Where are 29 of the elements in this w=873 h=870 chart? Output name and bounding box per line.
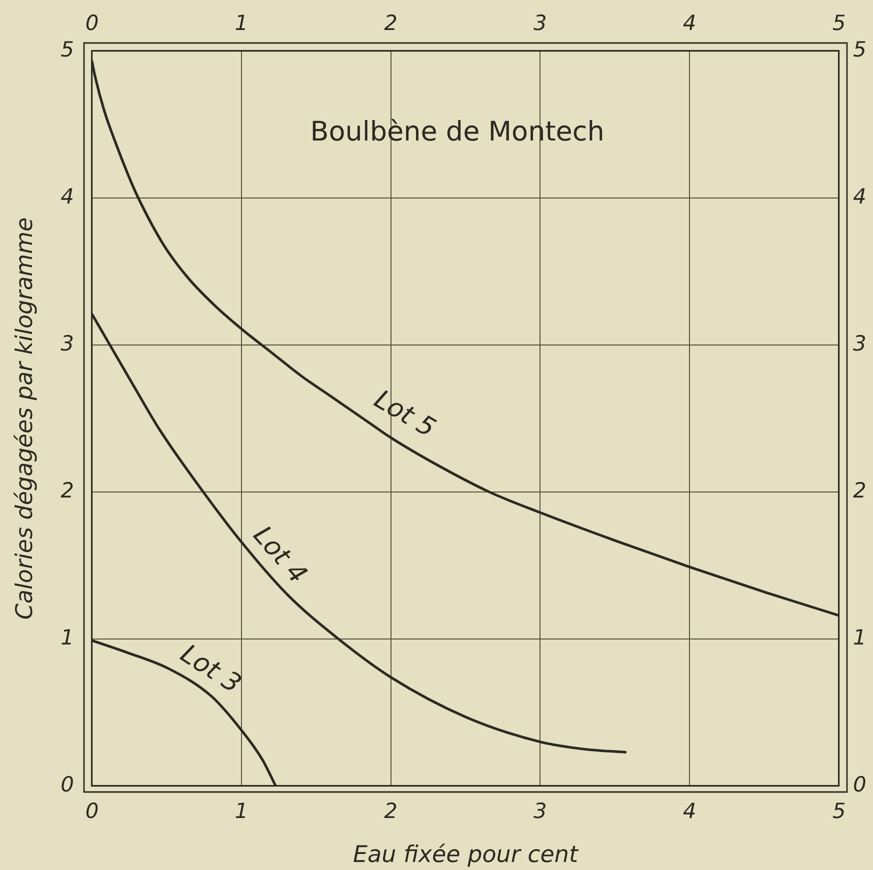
x-tick-label: 4: [682, 799, 696, 824]
text: Lot 3: [174, 638, 246, 700]
y2-tick-label: 3: [853, 331, 866, 356]
y-tick-label: 4: [60, 184, 74, 208]
y2-tick-label: 1: [853, 625, 866, 650]
x2-tick-label: 1: [234, 10, 248, 35]
y2-tick-label: 5: [853, 37, 866, 62]
y-tick-label: 5: [60, 37, 74, 62]
y-tick-label: 3: [60, 331, 74, 356]
x2-tick-label: 4: [682, 10, 696, 35]
y2-tick-label: 2: [853, 478, 866, 502]
text: Lot 4: [246, 520, 313, 590]
x2-tick-label: 0: [85, 10, 99, 35]
x-tick-label: 2: [384, 799, 398, 824]
x-tick-label: 0: [85, 799, 99, 824]
y2-tick-label: 4: [853, 184, 866, 208]
y-tick-label: 0: [60, 772, 74, 796]
x2-tick-label: 2: [384, 10, 398, 35]
x2-tick-label: 5: [832, 10, 846, 35]
x-tick-label: 1: [234, 799, 248, 824]
y2-tick-label: 0: [853, 772, 866, 796]
y-axis-title: Calories dégagées par kilogramme: [12, 217, 38, 620]
y-tick-label: 2: [60, 478, 74, 502]
x-axis-title: Eau fixée pour cent: [352, 842, 579, 868]
text: Lot 5: [368, 384, 440, 444]
x2-tick-label: 3: [534, 10, 547, 35]
y-tick-label: 1: [60, 625, 74, 650]
x-tick-label: 3: [534, 799, 547, 824]
x-tick-label: 5: [832, 799, 846, 824]
